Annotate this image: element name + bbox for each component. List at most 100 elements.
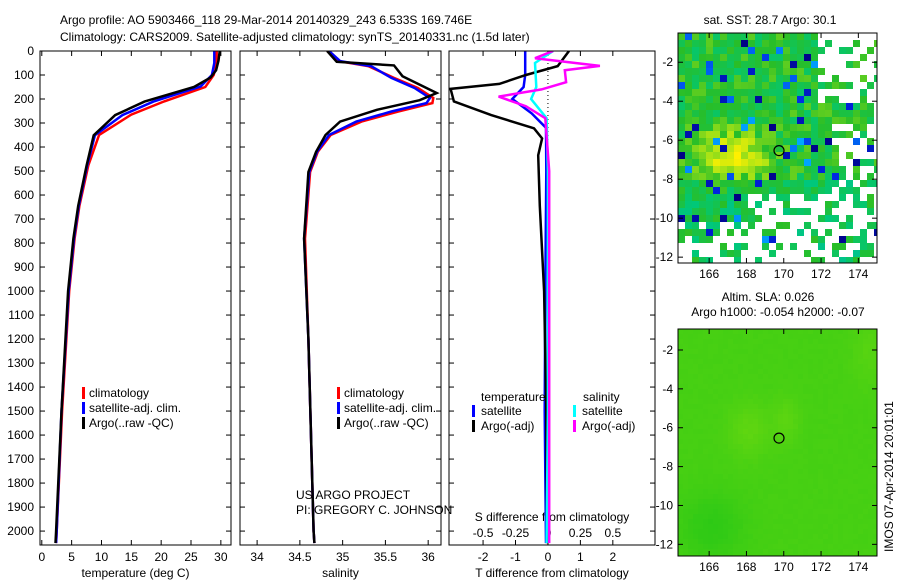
x-tick-label: 30 xyxy=(214,550,228,564)
y-tick-label: -2 xyxy=(662,55,673,69)
map-cells xyxy=(678,329,877,556)
y-tick-label: 100 xyxy=(14,68,34,82)
legend-swatch xyxy=(573,405,576,417)
y-tick-label: -10 xyxy=(656,211,674,225)
x-axis-label: salinity xyxy=(322,566,359,580)
x-tick-label: 0 xyxy=(38,550,45,564)
series-s-satellite xyxy=(529,51,554,544)
argo-float-marker xyxy=(773,432,785,444)
series-satellite-adj-clim- xyxy=(302,51,432,544)
y-tick-label: -4 xyxy=(662,382,673,396)
legend-swatch xyxy=(337,387,340,399)
legend-label: climatology xyxy=(344,386,404,400)
map-subtitle: Argo h1000: -0.054 h2000: -0.07 xyxy=(691,305,865,319)
y-tick-label: 1400 xyxy=(7,380,34,394)
x-tick-label: 1 xyxy=(577,550,584,564)
series-climatology xyxy=(54,51,218,544)
x-tick-label: 168 xyxy=(736,560,756,574)
argo-float-marker xyxy=(773,144,785,157)
map-title: Altim. SLA: 0.026 xyxy=(722,290,815,304)
series-satellite-adj-clim- xyxy=(54,51,216,544)
y-tick-label: 1200 xyxy=(7,332,34,346)
y-tick-label: 600 xyxy=(14,188,34,202)
map-title: sat. SST: 28.7 Argo: 30.1 xyxy=(704,13,837,27)
x-tick-label: 174 xyxy=(848,267,868,281)
series-argo-raw-qc- xyxy=(54,51,221,544)
x2-tick-label: -0.25 xyxy=(502,526,530,540)
title-line-2: Climatology: CARS2009. Satellite-adjuste… xyxy=(60,30,530,44)
credit-line-2: PI: GREGORY C. JOHNSON xyxy=(296,503,452,517)
x-tick-label: 10 xyxy=(95,550,109,564)
x-tick-label: 35 xyxy=(336,550,350,564)
series-s-argo-adj- xyxy=(498,51,601,544)
x-tick-label: 166 xyxy=(699,560,719,574)
y-tick-label: 200 xyxy=(14,92,34,106)
map-frame xyxy=(677,328,878,557)
y-tick-label: 1900 xyxy=(7,500,34,514)
y-tick-label: -8 xyxy=(662,460,673,474)
series-climatology xyxy=(303,51,435,544)
x-tick-label: 170 xyxy=(774,560,794,574)
y-tick-label: -6 xyxy=(662,421,673,435)
x-tick-label: 5 xyxy=(68,550,75,564)
y-tick-label: 1100 xyxy=(8,308,34,322)
x-tick-label: 34 xyxy=(250,550,264,564)
legend-label: satellite-adj. clim. xyxy=(89,401,181,415)
map-cells xyxy=(678,33,877,263)
y-tick-label: 1300 xyxy=(7,356,34,370)
legend-swatch xyxy=(82,387,85,399)
legend-header: temperature xyxy=(481,390,546,404)
y-tick-label: 800 xyxy=(14,236,34,250)
x-tick-label: -2 xyxy=(478,550,489,564)
title-line-1: Argo profile: AO 5903466_118 29-Mar-2014… xyxy=(60,13,472,27)
x2-tick-label: 0.5 xyxy=(604,526,621,540)
y-tick-label: 300 xyxy=(14,116,34,130)
y-tick-label: 1600 xyxy=(7,428,34,442)
series-argo-raw-qc- xyxy=(302,51,440,544)
x-tick-label: 35.5 xyxy=(374,550,398,564)
x-tick-label: 36 xyxy=(421,550,435,564)
credit-line-1: US ARGO PROJECT xyxy=(296,488,411,502)
y-tick-label: -4 xyxy=(662,94,673,108)
sst-map: 166 168 170 172 174 -2 -4 -6 -8 -10 -12 sat. SST: 2… xyxy=(656,13,878,281)
y-tick-label: 0 xyxy=(27,44,34,58)
difference-profile-panel: -2 -1 0 1 2 T difference from climatology -0.5… xyxy=(448,50,656,580)
y-tick-label: -12 xyxy=(656,250,674,264)
x-axis-label: T difference from climatology xyxy=(475,566,629,580)
legend-label: satellite-adj. clim. xyxy=(344,401,436,415)
x-axis-label: temperature (deg C) xyxy=(81,566,189,580)
legend-label: climatology xyxy=(89,386,149,400)
legend-swatch xyxy=(472,405,475,417)
y-tick-label: -8 xyxy=(662,172,673,186)
legend-swatch xyxy=(573,420,576,432)
x-tick-label: 168 xyxy=(736,267,756,281)
x-tick-label: 172 xyxy=(811,267,831,281)
plot-frame xyxy=(448,50,656,546)
y-tick-label: -6 xyxy=(662,133,673,147)
plot-frame xyxy=(239,50,442,546)
x-tick-label: 0 xyxy=(545,550,552,564)
y-tick-label: 700 xyxy=(14,212,34,226)
y-tick-label: 400 xyxy=(14,140,34,154)
y-tick-label: 1500 xyxy=(7,404,34,418)
x-tick-label: 20 xyxy=(154,550,168,564)
legend-label: Argo(..raw -QC) xyxy=(344,416,429,430)
sla-map: 166 168 170 172 174 -2 -4 -6 -8 -10 -12 Altim. SLA:… xyxy=(656,290,878,574)
series-t-satellite xyxy=(510,51,548,544)
y-tick-label: 900 xyxy=(14,260,34,274)
legend-label: satellite xyxy=(481,404,522,418)
legend-label: Argo(..raw -QC) xyxy=(89,416,174,430)
y-tick-label: 2000 xyxy=(7,524,34,538)
x2-tick-label: 0.25 xyxy=(569,526,593,540)
series-t-argo-adj- xyxy=(449,51,571,544)
legend-swatch xyxy=(82,417,85,429)
salinity-profile-panel: 34 34.5 35 35.5 36 salinity climatologysatelli… xyxy=(239,50,442,580)
y-tick-label: 1000 xyxy=(7,284,34,298)
x2-tick-label: -0.5 xyxy=(473,526,494,540)
side-stamp: IMOS 07-Apr-2014 20:01:01 xyxy=(882,401,896,552)
x-tick-label: 170 xyxy=(774,267,794,281)
plot-frame xyxy=(39,50,232,546)
x-tick-label: 174 xyxy=(848,560,868,574)
x-tick-label: 166 xyxy=(699,267,719,281)
